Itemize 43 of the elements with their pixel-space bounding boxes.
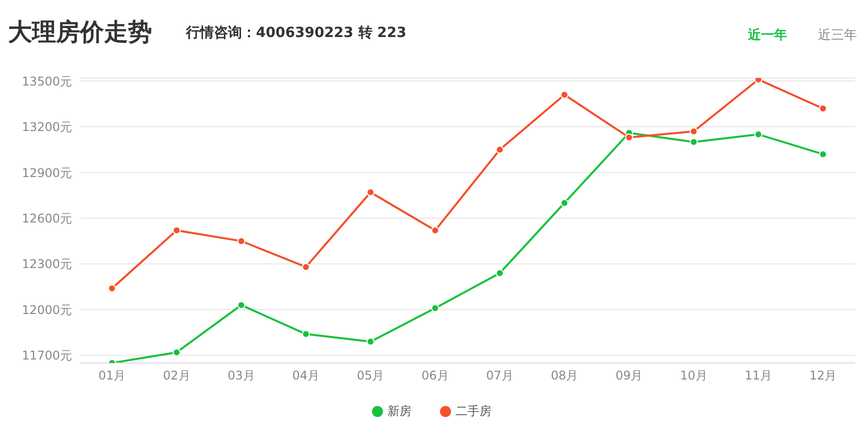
text: 近一年 (748, 27, 787, 44)
y-tick-label: 13500元 (22, 74, 72, 88)
point (496, 269, 504, 278)
x-tick-label: 01月 (98, 368, 126, 383)
y-tick-label: 11700元 (22, 348, 72, 363)
x-tick-label: 04月 (292, 368, 320, 383)
y-tick-label: 12900元 (22, 166, 72, 180)
point (431, 304, 440, 312)
y-tick-label: 12600元 (22, 211, 72, 226)
x-tick-label: 08月 (550, 368, 578, 383)
point (237, 237, 246, 246)
point (690, 127, 698, 136)
legend-label: 新房 (386, 403, 412, 420)
y-tick-label: 12300元 (22, 257, 72, 272)
point (496, 146, 504, 154)
x-tick-label: 10月 (680, 368, 708, 383)
point (560, 90, 568, 99)
point (172, 226, 181, 234)
point (754, 130, 762, 138)
x-tick-label: 12月 (809, 368, 837, 383)
x-tick-label: 07月 (486, 368, 514, 383)
x-tick-label: 11月 (744, 368, 772, 383)
y-tick-label: 12000元 (22, 302, 72, 317)
point (625, 133, 634, 142)
point (560, 198, 568, 207)
chart-title: 大理房价走势 (8, 17, 152, 48)
point (819, 150, 827, 158)
x-tick-label: 05月 (356, 368, 384, 383)
x-tick-label: 09月 (615, 368, 643, 383)
point (302, 262, 310, 271)
point (172, 348, 181, 356)
y-tick-label: 13200元 (22, 120, 72, 134)
point (237, 301, 246, 310)
point (366, 188, 375, 196)
point (366, 338, 375, 346)
x-tick-label: 03月 (228, 368, 255, 383)
x-tick-label: 02月 (162, 368, 190, 383)
chart-subtitle: 行情咨询：4006390223 转 223 (186, 24, 406, 42)
x-tick-label: 06月 (422, 368, 449, 383)
text: 近三年 (818, 27, 857, 44)
legend-label: 二手房 (454, 403, 492, 420)
point (108, 284, 116, 292)
point (431, 226, 440, 234)
